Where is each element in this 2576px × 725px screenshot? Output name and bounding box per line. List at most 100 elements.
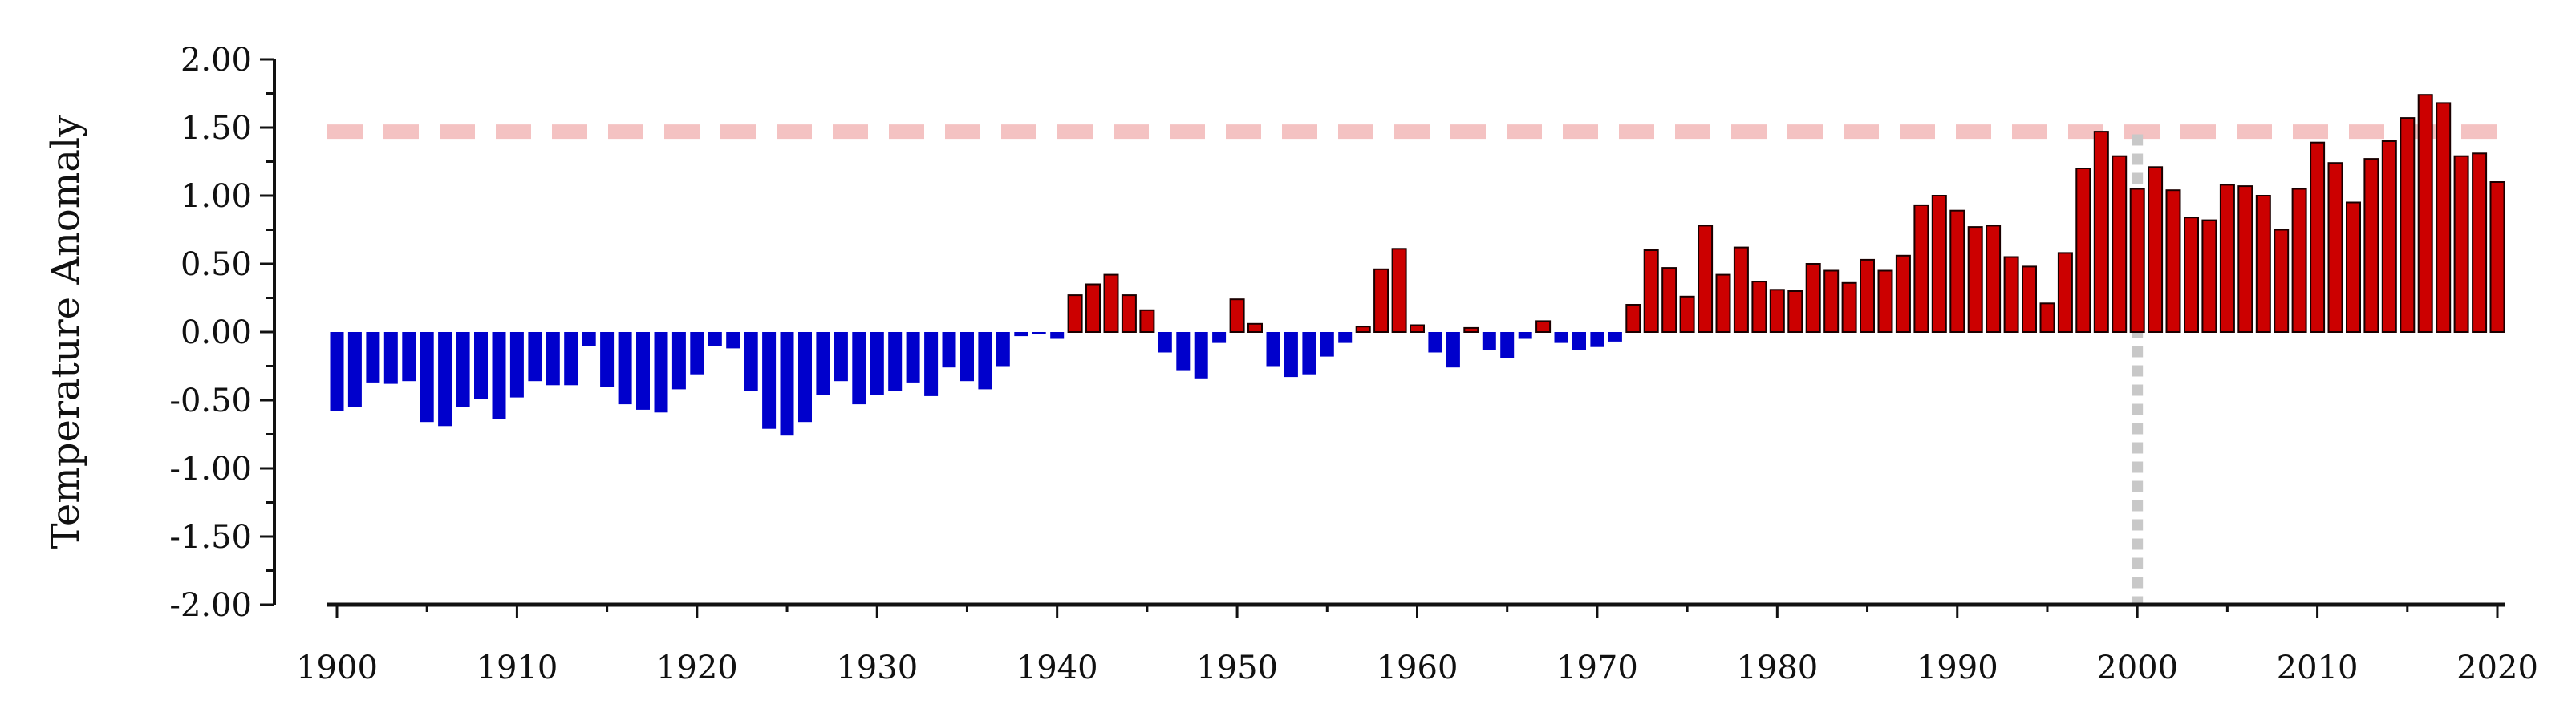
- bar-1912: [546, 332, 560, 386]
- bar-1956: [1338, 332, 1353, 343]
- bar-1946: [1158, 332, 1172, 353]
- bar-1908: [474, 332, 488, 399]
- bar-1951: [1247, 322, 1263, 333]
- bar-1948: [1194, 332, 1208, 379]
- bar-1901: [347, 332, 362, 407]
- bar-1954: [1302, 332, 1316, 375]
- bar-1931: [888, 332, 903, 391]
- bar-1987: [1895, 254, 1911, 333]
- bar-1986: [1877, 269, 1893, 333]
- bar-2001: [2148, 166, 2164, 333]
- bar-1968: [1554, 332, 1568, 343]
- bar-1963: [1463, 326, 1479, 333]
- bar-2006: [2237, 185, 2253, 333]
- bar-1950: [1229, 298, 1245, 334]
- x-tick-label: 1920: [656, 650, 738, 687]
- bar-2018: [2453, 155, 2469, 333]
- bar-1992: [1986, 225, 2002, 333]
- bar-1915: [600, 332, 615, 387]
- bar-1961: [1428, 332, 1442, 353]
- bar-2011: [2327, 162, 2343, 333]
- bar-1932: [906, 332, 920, 383]
- bar-1955: [1320, 332, 1334, 357]
- bar-1922: [726, 332, 740, 349]
- bar-1962: [1446, 332, 1460, 368]
- bar-1973: [1643, 249, 1659, 333]
- bar-1925: [780, 332, 794, 436]
- bar-1902: [366, 332, 380, 383]
- bar-1990: [1949, 209, 1965, 334]
- y-axis-ticks: 2.00 1.50 1.00 0.50 0.00 -0.50 -1.00 -1.50 -2.00: [169, 42, 274, 624]
- bar-1999: [2112, 155, 2128, 333]
- bar-2015: [2400, 117, 2416, 333]
- x-tick-label: 1950: [1196, 650, 1278, 687]
- bar-1934: [942, 332, 956, 368]
- y-tick-label: -1.00: [169, 451, 252, 488]
- bar-1996: [2057, 252, 2073, 333]
- y-tick-label: 1.00: [181, 178, 252, 215]
- bar-1913: [564, 332, 578, 386]
- bar-1978: [1733, 246, 1749, 334]
- bar-1930: [870, 332, 884, 395]
- bar-1980: [1769, 289, 1785, 333]
- x-tick-label: 1930: [836, 650, 918, 687]
- bar-2007: [2255, 195, 2271, 333]
- x-tick-label: 1900: [296, 650, 378, 687]
- bar-2005: [2219, 184, 2235, 333]
- bar-1965: [1500, 332, 1515, 358]
- bar-1944: [1121, 294, 1137, 334]
- bar-1907: [456, 332, 470, 407]
- bar-1936: [978, 332, 992, 390]
- bar-1938: [1014, 332, 1028, 337]
- bar-1983: [1823, 269, 1840, 333]
- bar-1970: [1590, 332, 1604, 347]
- x-tick-label: 1970: [1556, 650, 1638, 687]
- bar-1942: [1085, 283, 1101, 333]
- bar-1995: [2039, 302, 2055, 333]
- bar-1927: [816, 332, 830, 395]
- y-axis-title: Temperature Anomaly: [43, 115, 88, 549]
- bar-1900: [330, 332, 344, 411]
- y-tick-label: 0.50: [181, 246, 252, 283]
- bar-2020: [2489, 181, 2505, 333]
- x-tick-label: 1990: [1917, 650, 1998, 687]
- bar-1981: [1787, 290, 1803, 333]
- bar-2002: [2165, 189, 2181, 333]
- y-tick-label: -1.50: [169, 519, 252, 556]
- bar-1967: [1535, 320, 1552, 333]
- bar-1940: [1050, 332, 1065, 339]
- bar-1974: [1661, 267, 1677, 334]
- bar-1989: [1931, 195, 1947, 333]
- bar-2009: [2291, 188, 2307, 333]
- bar-1964: [1482, 332, 1496, 350]
- bar-2000: [2129, 188, 2145, 333]
- bar-1920: [690, 332, 704, 375]
- bar-1911: [528, 332, 542, 382]
- bar-1982: [1805, 263, 1821, 333]
- bar-2008: [2274, 229, 2290, 333]
- bar-1933: [924, 332, 939, 396]
- bar-1998: [2093, 131, 2109, 333]
- bar-1909: [492, 332, 506, 419]
- bar-1917: [636, 332, 650, 410]
- x-tick-label: 1940: [1016, 650, 1098, 687]
- x-tick-label: 1910: [477, 650, 558, 687]
- bar-1972: [1625, 304, 1641, 333]
- bar-1991: [1967, 226, 1983, 333]
- bar-1910: [509, 332, 524, 398]
- bar-1994: [2022, 265, 2037, 333]
- bar-2019: [2472, 152, 2488, 333]
- bar-1937: [996, 332, 1010, 367]
- bar-series: [330, 94, 2505, 436]
- bar-1975: [1679, 295, 1695, 333]
- x-tick-label: 2000: [2096, 650, 2178, 687]
- bar-1959: [1391, 248, 1407, 333]
- y-tick-label: 2.00: [181, 42, 252, 79]
- bar-1935: [960, 332, 974, 382]
- bar-1984: [1841, 281, 1857, 333]
- bar-1921: [708, 332, 722, 346]
- x-axis-ticks: 1900 1910 1920 1930 1940 1950 1960 1970 1980 1990…: [296, 605, 2538, 687]
- bar-1988: [1913, 204, 1929, 333]
